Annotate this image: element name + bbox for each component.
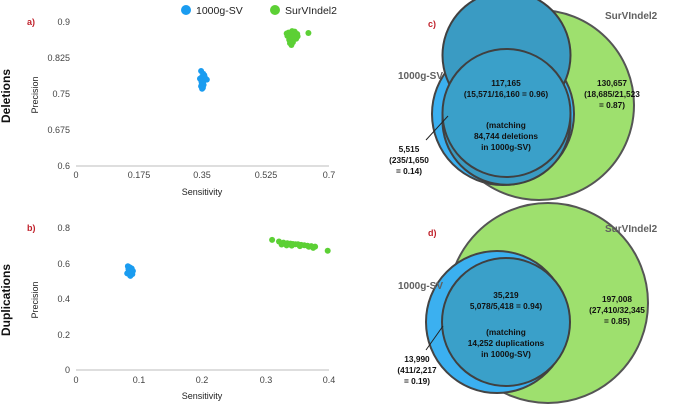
- legend-marker-1000g-sv: [181, 5, 191, 15]
- y-axis-label: Precision: [30, 281, 40, 318]
- venn-right-only-ratio: (27,410/32,345: [589, 305, 645, 315]
- legend-label-survindel2: SurVIndel2: [285, 5, 337, 17]
- x-axis-label: Sensitivity: [182, 187, 223, 197]
- venn-right-only-precision: = 0.85): [604, 316, 630, 326]
- x-tick-label: 0.1: [133, 375, 146, 385]
- data-point-survindel2: [291, 28, 298, 35]
- panel-label-c: c): [428, 19, 436, 29]
- venn-left-only-precision: = 0.14): [396, 166, 422, 176]
- venn-intersection-circle: [441, 257, 571, 387]
- y-tick-label: 0.675: [47, 125, 70, 135]
- data-point-1000g-sv: [199, 85, 206, 92]
- y-axis-label: Precision: [30, 76, 40, 113]
- legend: 1000g-SV SurVIndel2: [181, 5, 337, 17]
- venn-left-only-pointer: [425, 115, 449, 141]
- venn-diagram-duplications: SurVIndel2 1000g-SV 35,219 5,078/5,418 =…: [397, 202, 658, 404]
- data-point-survindel2: [324, 247, 331, 254]
- x-tick-label: 0: [73, 375, 78, 385]
- data-point-survindel2: [278, 241, 285, 248]
- x-axis-label: Sensitivity: [182, 391, 223, 401]
- venn-diagram-deletions: SurVIndel2 1000g-SV 117,165 (15,571/16,1…: [389, 0, 658, 201]
- venn-label-1000g-sv: 1000g-SV: [398, 281, 443, 292]
- data-point-survindel2: [310, 244, 317, 251]
- y-tick-label: 0: [65, 365, 70, 375]
- row-label-deletions: Deletions: [0, 69, 13, 123]
- y-tick-label: 0.6: [57, 259, 70, 269]
- data-point-survindel2: [305, 30, 312, 36]
- y-tick-label: 0.6: [57, 161, 70, 171]
- venn-label-1000g-sv: 1000g-SV: [398, 71, 443, 82]
- venn-matching-line2: 84,744 deletions: [474, 131, 538, 141]
- x-tick-label: 0.7: [323, 170, 336, 180]
- venn-left-only-ratio: (411/2,217: [397, 365, 437, 375]
- x-tick-label: 0.2: [196, 375, 209, 385]
- venn-right-only-count: 130,657: [597, 78, 627, 88]
- venn-overlap-precision: (15,571/16,160 = 0.96): [464, 89, 548, 99]
- venn-right-only-ratio: (18,685/21,523: [584, 89, 640, 99]
- venn-left-only-precision: = 0.19): [404, 376, 430, 386]
- data-point-1000g-sv: [201, 72, 208, 79]
- venn-right-only-precision: = 0.87): [599, 100, 625, 110]
- y-tick-label: 0.4: [57, 294, 70, 304]
- data-point-survindel2: [288, 242, 295, 249]
- venn-matching-line1: (matching: [486, 327, 526, 337]
- x-tick-label: 0.525: [255, 170, 278, 180]
- data-points: [197, 28, 312, 92]
- legend-marker-survindel2: [270, 5, 280, 15]
- venn-matching-line1: (matching: [486, 120, 526, 130]
- venn-matching-line2: 14,252 duplications: [468, 338, 545, 348]
- venn-label-survindel2: SurVIndel2: [605, 224, 658, 235]
- x-tick-label: 0: [73, 170, 78, 180]
- y-tick-label: 0.9: [57, 17, 70, 27]
- y-tick-label: 0.2: [57, 330, 70, 340]
- data-point-survindel2: [269, 236, 276, 243]
- venn-intersection-circle: [441, 48, 572, 178]
- venn-overlap-precision: 5,078/5,418 = 0.94): [470, 301, 542, 311]
- x-tick-label: 0.175: [128, 170, 151, 180]
- data-points: [124, 236, 331, 279]
- x-tick-labels: 0 0.1 0.2 0.3 0.4: [73, 375, 335, 385]
- venn-overlap-count: 117,165: [491, 78, 521, 88]
- venn-overlap-count: 35,219: [493, 290, 519, 300]
- x-tick-labels: 0 0.175 0.35 0.525 0.7: [73, 170, 335, 180]
- data-point-survindel2: [283, 242, 290, 249]
- scatter-chart-duplications: 0 0.2 0.4 0.6 0.8 0 0.1 0.2 0.3 0.4 Sens…: [30, 223, 335, 401]
- venn-left-only-count: 5,515: [399, 144, 420, 154]
- x-tick-label: 0.35: [193, 170, 211, 180]
- scatter-chart-deletions: 0.6 0.675 0.75 0.825 0.9 0 0.175 0.35 0.…: [30, 17, 335, 197]
- data-point-1000g-sv: [126, 269, 133, 276]
- panel-label-a: a): [27, 17, 35, 27]
- y-tick-labels: 0 0.2 0.4 0.6 0.8: [57, 223, 70, 375]
- venn-right-only-count: 197,008: [602, 294, 632, 304]
- legend-label-1000g-sv: 1000g-SV: [196, 5, 243, 17]
- venn-left-only-ratio: (235/1,650: [389, 155, 429, 165]
- y-tick-label: 0.8: [57, 223, 70, 233]
- venn-matching-line3: in 1000g-SV): [481, 349, 531, 359]
- venn-left-only-count: 13,990: [404, 354, 430, 364]
- data-point-survindel2: [296, 243, 303, 250]
- y-tick-label: 0.75: [52, 89, 70, 99]
- y-tick-labels: 0.6 0.675 0.75 0.825 0.9: [47, 17, 70, 171]
- venn-left-only-pointer: [425, 325, 444, 351]
- y-tick-label: 0.825: [47, 53, 70, 63]
- data-point-survindel2: [288, 42, 295, 48]
- venn-label-survindel2: SurVIndel2: [605, 11, 658, 22]
- panel-label-d: d): [428, 228, 437, 238]
- panel-label-b: b): [27, 223, 36, 233]
- data-point-survindel2: [284, 32, 291, 39]
- venn-matching-line3: in 1000g-SV): [481, 142, 531, 152]
- row-label-duplications: Duplications: [0, 264, 13, 336]
- x-tick-label: 0.3: [260, 375, 273, 385]
- x-tick-label: 0.4: [323, 375, 336, 385]
- data-point-survindel2: [290, 33, 297, 40]
